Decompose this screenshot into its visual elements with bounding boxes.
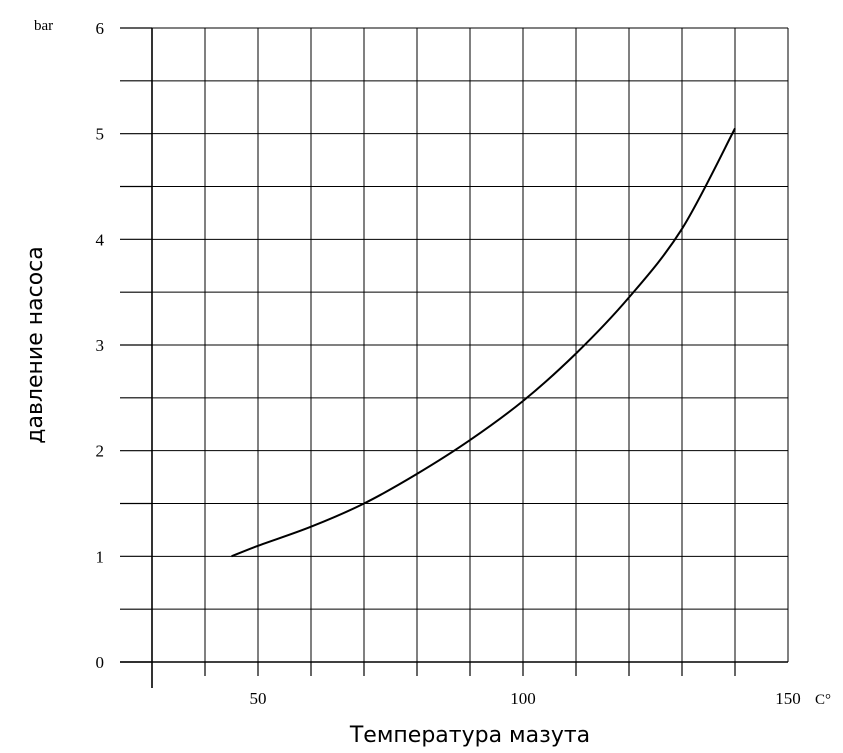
x-axis-title: Температура мазута — [349, 723, 590, 748]
horizontal-gridlines — [152, 27, 788, 610]
x-tick-label: 150 — [775, 689, 801, 708]
y-tick-label: 3 — [96, 336, 105, 355]
y-axis-title: давление насоса — [23, 246, 48, 443]
y-tick-label: 6 — [96, 19, 105, 38]
y-tick-label: 5 — [96, 125, 105, 144]
x-axis-ticks: 50 100 150 — [204, 662, 801, 708]
y-axis-unit: bar — [34, 18, 53, 34]
x-tick-label: 100 — [510, 689, 536, 708]
x-axis-unit: C° — [815, 692, 831, 708]
series-line — [231, 127, 736, 558]
y-tick-label: 1 — [96, 547, 105, 566]
y-tick-label: 2 — [96, 442, 105, 461]
y-tick-label: 0 — [96, 653, 105, 672]
y-axis-ticks: 0 1 2 3 4 5 6 — [96, 19, 152, 672]
axes — [120, 28, 788, 688]
y-tick-label: 4 — [96, 230, 105, 249]
curve — [231, 127, 736, 558]
x-tick-label: 50 — [250, 689, 267, 708]
